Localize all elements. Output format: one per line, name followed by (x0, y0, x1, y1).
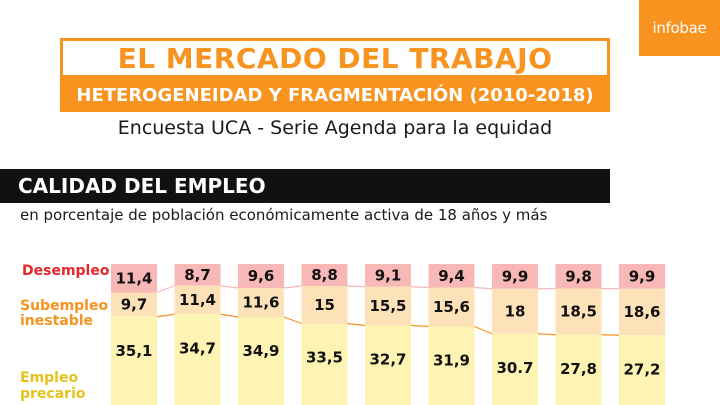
bar-segment (555, 264, 602, 289)
connector-line (283, 316, 302, 325)
data-label: 30.7 (496, 359, 533, 377)
connector-line (410, 286, 429, 289)
connector-line (474, 325, 493, 335)
legend-label: precario (20, 386, 86, 402)
bar-segment (492, 333, 538, 405)
legend-label: Subempleo (20, 298, 108, 314)
data-label: 11,4 (179, 291, 216, 309)
data-label: 9,1 (375, 266, 402, 284)
data-label: 18 (505, 302, 526, 320)
bar-segment (365, 286, 411, 326)
employment-quality-chart: 11,4 9,7 35,1 8,7 11,4 34,7 9,6 11,6 34,9 8,8 15 33… (20, 263, 665, 405)
bar-segment (492, 264, 538, 289)
bar-segment (301, 264, 348, 286)
data-label: 8,7 (184, 266, 211, 284)
bar-segment (111, 264, 157, 293)
legend-label: Desempleo (22, 263, 110, 279)
data-label: 33,5 (306, 349, 343, 367)
bar-segment (174, 314, 221, 405)
section-title: CALIDAD DEL EMPLEO (0, 169, 610, 203)
connector-line (474, 286, 493, 290)
page-subtitle: HETEROGENEIDAD Y FRAGMENTACIÓN (2010-201… (60, 78, 610, 112)
connector-line (601, 334, 620, 336)
connector-line (283, 285, 302, 289)
bar-segment (301, 323, 348, 405)
connector-line (220, 285, 239, 289)
bar-segment (428, 326, 475, 405)
data-label: 9,6 (248, 267, 275, 285)
bar-segment (619, 264, 665, 289)
data-label: 9,8 (565, 267, 592, 285)
data-label: 15,6 (433, 298, 470, 316)
connector-line (537, 333, 556, 336)
data-label: 9,4 (438, 267, 465, 285)
data-label: 8,8 (311, 266, 338, 284)
bar-segment (238, 264, 284, 288)
section-subtitle: en porcentaje de población económicament… (20, 206, 548, 224)
bar-segment (428, 287, 475, 327)
bar-segment (238, 288, 284, 317)
data-label: 15 (314, 296, 335, 314)
data-label: 9,7 (121, 296, 148, 314)
bar-segment (365, 325, 411, 405)
legend-label: inestable (20, 313, 93, 329)
bar-segment (174, 264, 221, 286)
connector-line (220, 313, 239, 318)
data-label: 15,5 (369, 297, 406, 315)
bar-segment (111, 292, 157, 317)
infobae-logo: infobae (639, 0, 720, 56)
bar-segment (619, 335, 665, 405)
bar-segment (428, 264, 475, 288)
data-label: 9,9 (502, 267, 529, 285)
bar-segment (174, 285, 221, 315)
legend-label: Empleo (20, 370, 78, 386)
bar-segment (111, 316, 157, 405)
bar-segment (555, 334, 602, 405)
bar-segment (619, 288, 665, 336)
connector-line (410, 324, 429, 328)
connector-line (347, 285, 366, 288)
source-line: Encuesta UCA - Serie Agenda para la equi… (117, 117, 553, 139)
data-label: 18,6 (623, 303, 660, 321)
bar-segment (238, 317, 284, 405)
bar-segment (301, 286, 348, 324)
bar-segment (365, 264, 411, 287)
data-label: 35,1 (115, 342, 152, 360)
page-title: EL MERCADO DEL TRABAJO (60, 38, 610, 78)
connector-line (347, 322, 366, 327)
data-label: 18,5 (560, 303, 597, 321)
data-label: 31,9 (433, 352, 470, 370)
connector-line (156, 313, 175, 318)
data-label: 9,9 (629, 267, 656, 285)
data-label: 34,9 (242, 342, 279, 360)
data-label: 11,4 (115, 269, 152, 287)
data-label: 27,8 (560, 360, 597, 378)
data-label: 11,6 (242, 294, 279, 312)
data-label: 27,2 (623, 360, 660, 378)
data-label: 32,7 (369, 351, 406, 369)
bar-segment (492, 288, 538, 334)
bar-segment (555, 288, 602, 335)
data-label: 34,7 (179, 339, 216, 357)
connector-line (156, 285, 175, 294)
